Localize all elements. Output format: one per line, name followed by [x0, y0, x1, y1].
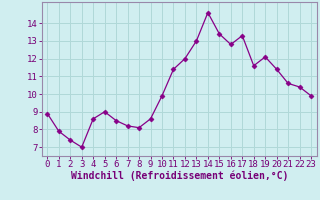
X-axis label: Windchill (Refroidissement éolien,°C): Windchill (Refroidissement éolien,°C)	[70, 171, 288, 181]
